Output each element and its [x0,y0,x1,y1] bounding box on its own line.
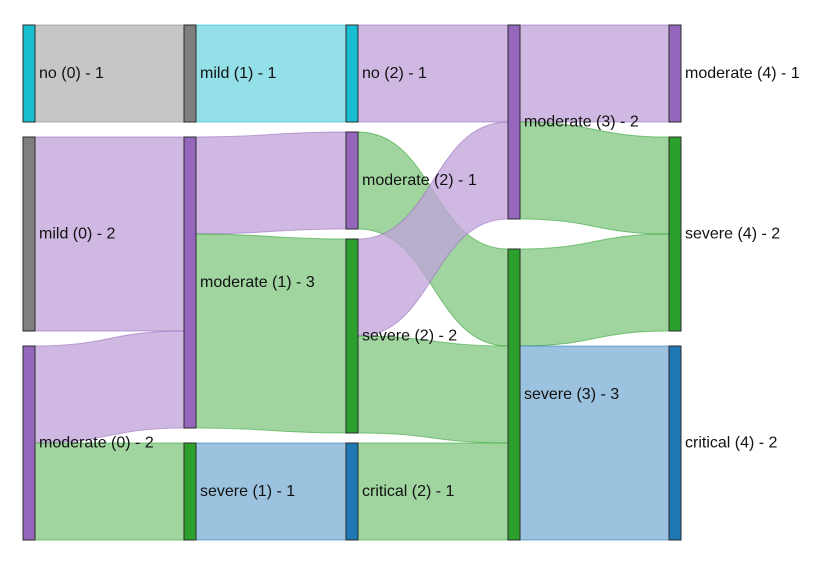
sankey-node-no0 [22,24,36,123]
links-layer [34,24,670,541]
sankey-link-mod3-to-mod4 [519,24,670,123]
nodes-layer [22,24,682,541]
sankey-link-sev3-to-crit4 [519,345,670,541]
sankey-link-mod0-to-mod1 [34,330,185,444]
sankey-node-sev2 [345,238,359,434]
sankey-node-label-sev1: severe (1) - 1 [200,483,295,500]
sankey-node-mod1 [183,136,197,429]
sankey-node-label-crit2: critical (2) - 1 [362,483,455,500]
sankey-node-sev4 [668,136,682,332]
sankey-node-crit4 [668,345,682,541]
sankey-node-label-sev4: severe (4) - 2 [685,226,780,243]
sankey-link-sev3-to-sev4 [519,233,670,347]
sankey-node-sev3 [507,248,521,541]
sankey-node-mod2 [345,131,359,230]
sankey-node-label-sev3: severe (3) - 3 [524,386,619,403]
sankey-node-mod3 [507,24,521,220]
sankey-link-mod0-to-sev1 [34,442,185,541]
sankey-node-label-mod2: moderate (2) - 1 [362,172,477,189]
sankey-node-mod4 [668,24,682,123]
sankey-node-crit2 [345,442,359,541]
sankey-node-label-no0: no (0) - 1 [39,65,104,82]
sankey-node-label-mod3: moderate (3) - 2 [524,114,639,131]
sankey-node-mod0 [22,345,36,541]
sankey-link-sev2-to-sev3 [357,335,509,444]
sankey-node-no2 [345,24,359,123]
sankey-node-label-mild1: mild (1) - 1 [200,65,277,82]
sankey-node-label-sev2: severe (2) - 2 [362,328,457,345]
sankey-node-label-mod0: moderate (0) - 2 [39,435,154,452]
sankey-node-sev1 [183,442,197,541]
sankey-link-mod3-to-sev4 [519,121,670,235]
sankey-node-label-no2: no (2) - 1 [362,65,427,82]
sankey-node-label-mild0: mild (0) - 2 [39,226,116,243]
sankey-node-mild0 [22,136,36,332]
sankey-link-mod1-to-sev2 [195,233,347,434]
sankey-node-mild1 [183,24,197,123]
sankey-node-label-mod1: moderate (1) - 3 [200,274,315,291]
labels-layer: no (0) - 1 mild (0) - 2 moderate (0) - 2 mi… [39,65,800,500]
sankey-node-label-crit4: critical (4) - 2 [685,435,778,452]
sankey-link-mod1-to-mod2 [195,131,347,235]
sankey-node-label-mod4: moderate (4) - 1 [685,65,800,82]
